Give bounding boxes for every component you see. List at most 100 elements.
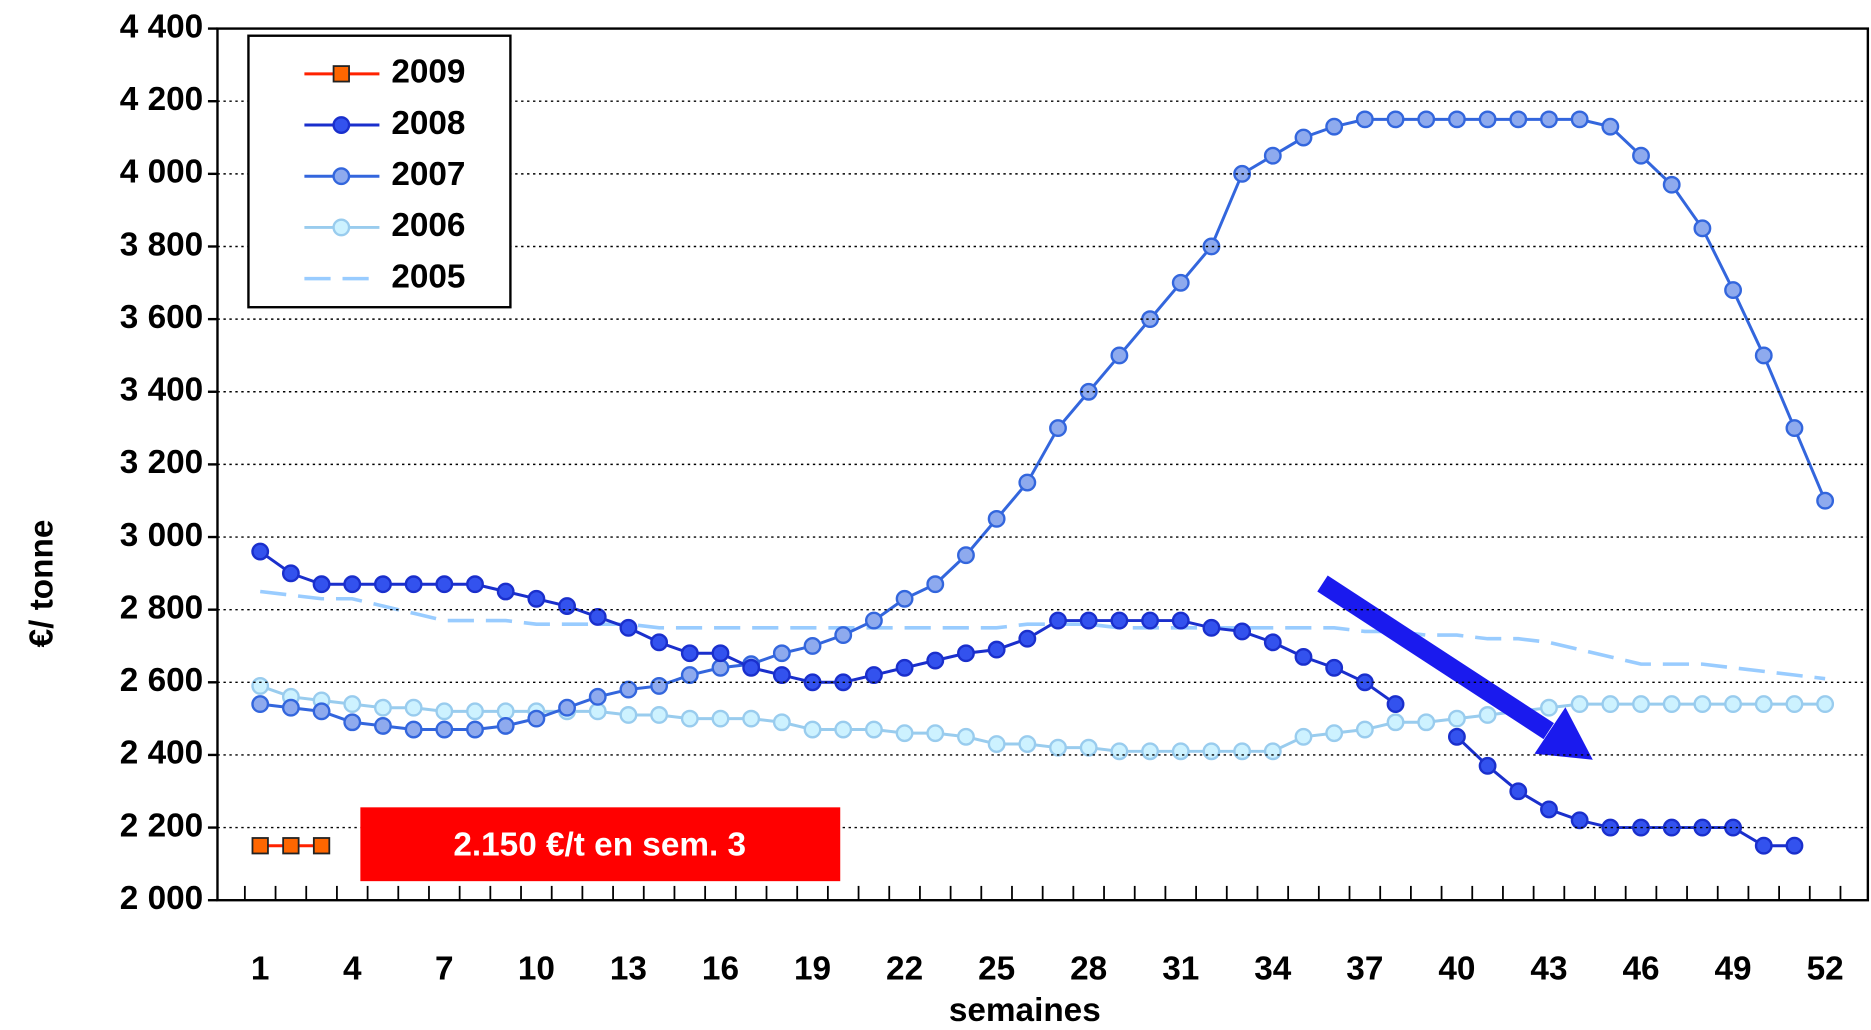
point-marker — [650, 633, 669, 652]
x-tick-label: 1 — [251, 950, 270, 987]
x-tick-label: 25 — [978, 950, 1015, 987]
y-tick-label: 4 200 — [120, 81, 203, 118]
point-marker — [619, 706, 638, 724]
point-marker — [680, 666, 699, 684]
point-marker — [1693, 695, 1712, 714]
point-marker — [404, 698, 423, 717]
point-marker — [466, 720, 484, 739]
x-tick-label: 19 — [794, 950, 831, 987]
point-marker — [619, 618, 638, 637]
point-marker — [1601, 117, 1620, 136]
point-marker — [281, 564, 300, 583]
point-marker — [1294, 128, 1313, 147]
x-axis-label: semaines — [949, 992, 1101, 1029]
point-marker — [864, 666, 883, 684]
point-marker — [404, 575, 423, 594]
point-marker — [1325, 658, 1344, 677]
x-tick-label: 7 — [435, 950, 454, 987]
point-marker — [496, 716, 515, 735]
legend-marker — [332, 116, 351, 134]
point-marker — [987, 735, 1006, 753]
point-marker — [343, 575, 362, 594]
point-marker — [374, 575, 392, 594]
point-marker — [1570, 811, 1589, 830]
point-marker — [588, 687, 607, 706]
x-tick-label: 37 — [1346, 950, 1383, 987]
point-marker — [926, 724, 945, 743]
point-marker — [1785, 836, 1804, 855]
point-marker — [343, 695, 362, 714]
point-marker — [1540, 110, 1558, 129]
x-tick-label: 13 — [610, 950, 647, 987]
point-marker — [1141, 742, 1159, 761]
point-marker — [281, 698, 300, 717]
point-marker — [1294, 647, 1313, 666]
point-marker — [1355, 720, 1374, 739]
y-tick-label: 3 600 — [120, 299, 203, 336]
point-marker — [1693, 219, 1712, 238]
point-marker — [251, 837, 269, 855]
x-tick-label: 10 — [518, 950, 555, 987]
point-marker — [1018, 473, 1037, 492]
point-marker — [404, 720, 423, 739]
point-marker — [1509, 110, 1528, 129]
y-tick-label: 2 000 — [120, 880, 203, 917]
annotation: 2.150 €/t en sem. 3 — [360, 807, 841, 882]
series-line — [259, 684, 1826, 753]
y-tick-label: 3 200 — [120, 444, 203, 481]
x-tick-label: 34 — [1254, 950, 1292, 987]
legend-label: 2006 — [391, 207, 465, 244]
legend-label: 2008 — [391, 105, 465, 142]
point-marker — [343, 713, 362, 732]
point-marker — [1018, 735, 1037, 753]
series-line — [259, 589, 1826, 681]
series — [251, 677, 1835, 761]
point-marker — [619, 680, 638, 699]
point-marker — [957, 727, 975, 746]
point-marker — [1754, 836, 1773, 855]
point-marker — [772, 666, 791, 684]
point-marker — [1294, 727, 1313, 746]
x-tick-label: 16 — [702, 950, 739, 987]
y-tick-label: 2 800 — [120, 589, 203, 626]
point-marker — [1202, 742, 1221, 761]
point-marker — [864, 720, 883, 739]
series — [251, 110, 1835, 739]
point-marker — [772, 713, 791, 732]
point-marker — [742, 709, 761, 728]
legend: 2009 2008 2007 2006 2005 — [247, 34, 512, 309]
point-marker — [1386, 713, 1405, 732]
x-tick-label: 31 — [1162, 950, 1199, 987]
point-marker — [650, 677, 669, 695]
point-marker — [1478, 756, 1497, 775]
series — [259, 589, 1826, 681]
point-marker — [1049, 738, 1067, 757]
point-marker — [1785, 419, 1804, 438]
x-tick-label: 49 — [1715, 950, 1752, 987]
point-marker — [466, 575, 484, 594]
trend-arrow — [1317, 575, 1593, 760]
point-marker — [1386, 695, 1405, 714]
point-marker — [1540, 800, 1558, 819]
y-tick-label: 2 400 — [120, 735, 203, 772]
point-marker — [926, 575, 945, 594]
point-marker — [957, 644, 975, 663]
point-marker — [282, 837, 300, 855]
point-marker — [1325, 117, 1344, 136]
point-marker — [834, 720, 853, 739]
point-marker — [1509, 782, 1528, 801]
point-marker — [1662, 695, 1681, 714]
point-marker — [1110, 346, 1129, 365]
y-tick-label: 2 200 — [120, 807, 203, 844]
legend-label: 2005 — [391, 258, 465, 295]
arrow-head — [1534, 707, 1593, 760]
point-marker — [1816, 491, 1835, 510]
point-marker — [895, 658, 914, 677]
point-marker — [895, 589, 914, 608]
arrow-shaft — [1317, 575, 1554, 740]
point-marker — [496, 582, 515, 601]
point-marker — [312, 837, 331, 855]
point-marker — [1141, 611, 1159, 630]
point-marker — [1263, 742, 1282, 761]
point-marker — [987, 509, 1006, 528]
